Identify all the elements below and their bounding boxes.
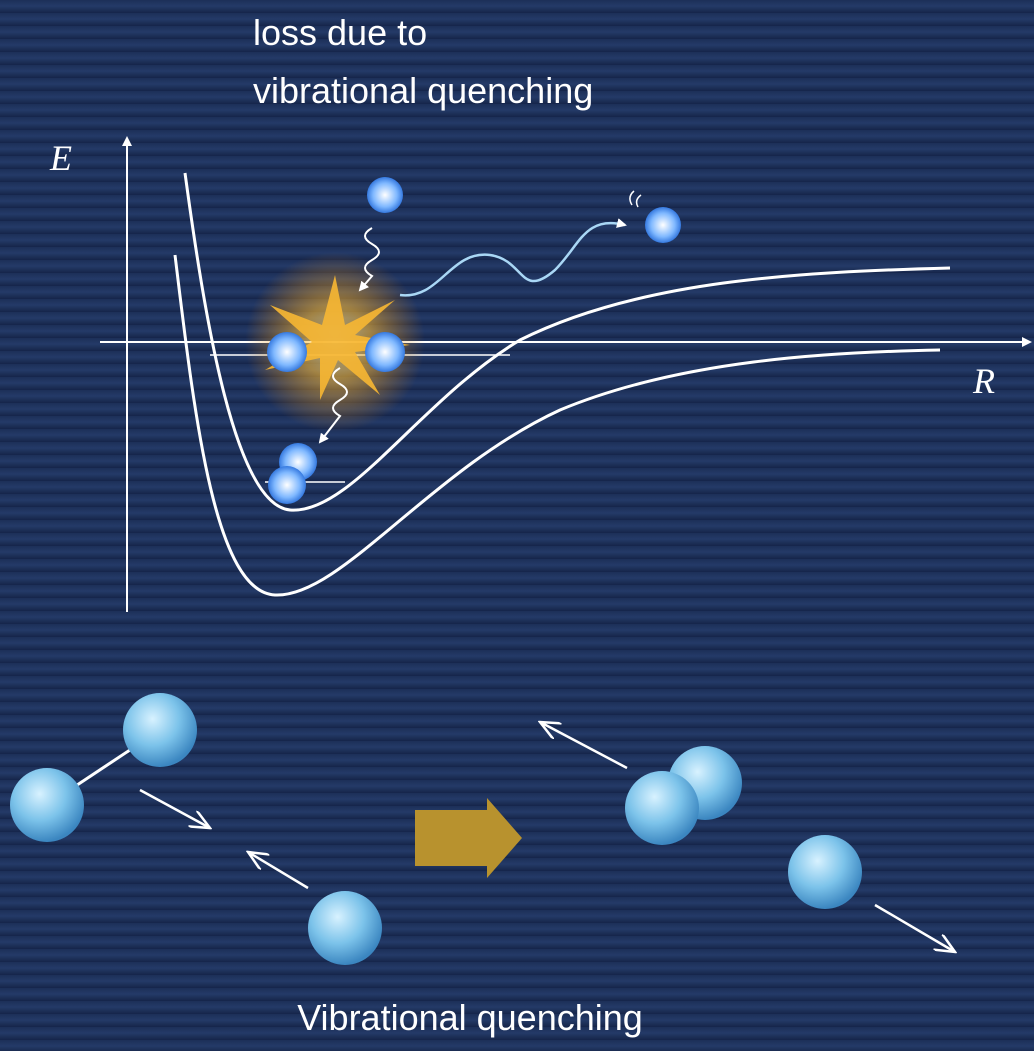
atom: [267, 332, 307, 372]
y-axis-label: E: [49, 138, 72, 178]
caption: Vibrational quenching: [297, 997, 643, 1038]
header-line: loss due to: [253, 12, 427, 53]
atom: [645, 207, 681, 243]
atom: [365, 332, 405, 372]
header-line: vibrational quenching: [253, 70, 593, 111]
process-arrow: [415, 798, 522, 878]
motion-arrow: [540, 722, 627, 768]
atom: [10, 768, 84, 842]
page: loss due to vibrational quenching E R Vi…: [0, 0, 1034, 1051]
wavy-arrow: [400, 223, 625, 295]
atom: [367, 177, 403, 213]
motion-arrow: [140, 790, 210, 828]
motion-arrow: [248, 852, 308, 888]
diagram: loss due to vibrational quenching E R Vi…: [0, 0, 1034, 1051]
x-axis-label: R: [972, 361, 995, 401]
atom: [625, 771, 699, 845]
motion-arrow: [875, 905, 955, 952]
atom: [308, 891, 382, 965]
motion-marks: [630, 191, 641, 207]
atom: [268, 466, 306, 504]
atom: [788, 835, 862, 909]
atom: [123, 693, 197, 767]
